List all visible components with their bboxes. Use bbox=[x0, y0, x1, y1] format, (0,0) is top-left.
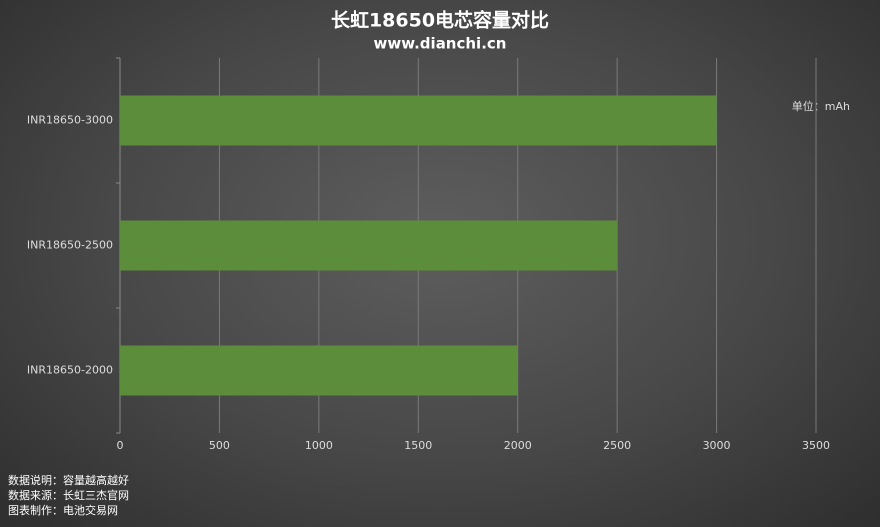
x-tick-label: 1000 bbox=[305, 439, 333, 452]
x-tick-label: 2500 bbox=[603, 439, 631, 452]
bar bbox=[120, 220, 618, 271]
y-tick-label: INR18650-3000 bbox=[27, 114, 113, 127]
x-tick-label: 500 bbox=[209, 439, 230, 452]
chart-subtitle: www.dianchi.cn bbox=[374, 35, 507, 53]
unit-label: 单位：mAh bbox=[792, 99, 850, 113]
y-tick-label: INR18650-2500 bbox=[27, 239, 113, 252]
x-tick-label: 2000 bbox=[504, 439, 532, 452]
footnote: 数据来源：长虹三杰官网 bbox=[8, 488, 129, 502]
bar bbox=[120, 95, 717, 146]
x-tick-label: 0 bbox=[117, 439, 124, 452]
y-tick-label: INR18650-2000 bbox=[27, 364, 113, 377]
bar bbox=[120, 345, 518, 396]
footnote: 数据说明：容量越高越好 bbox=[8, 473, 129, 487]
chart-title: 长虹18650电芯容量对比 bbox=[331, 9, 549, 32]
x-tick-label: 3000 bbox=[703, 439, 731, 452]
x-tick-label: 3500 bbox=[802, 439, 830, 452]
x-tick-label: 1500 bbox=[404, 439, 432, 452]
footnote: 图表制作：电池交易网 bbox=[8, 503, 118, 517]
